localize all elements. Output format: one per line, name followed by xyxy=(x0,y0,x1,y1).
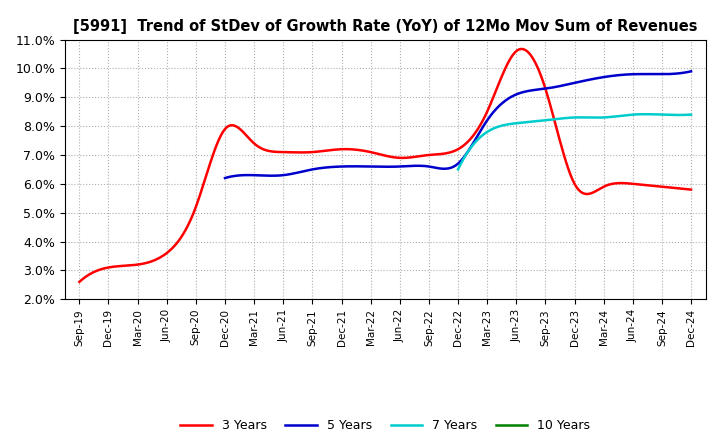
3 Years xyxy=(517,46,526,51)
7 Years xyxy=(641,112,649,117)
7 Years xyxy=(687,112,696,117)
3 Years xyxy=(75,279,84,285)
7 Years xyxy=(454,167,462,172)
3 Years xyxy=(449,149,458,154)
7 Years xyxy=(593,115,601,120)
Line: 5 Years: 5 Years xyxy=(225,71,691,178)
5 Years xyxy=(498,100,507,106)
Line: 7 Years: 7 Years xyxy=(458,114,691,169)
5 Years xyxy=(506,95,515,100)
5 Years xyxy=(222,175,231,180)
3 Years xyxy=(593,188,601,193)
7 Years xyxy=(666,112,675,117)
7 Years xyxy=(596,115,605,120)
3 Years xyxy=(631,181,640,187)
7 Years xyxy=(651,112,660,117)
3 Years xyxy=(687,187,696,192)
7 Years xyxy=(592,115,600,120)
3 Years xyxy=(437,151,446,157)
3 Years xyxy=(439,151,448,156)
Legend: 3 Years, 5 Years, 7 Years, 10 Years: 3 Years, 5 Years, 7 Years, 10 Years xyxy=(176,414,595,437)
3 Years xyxy=(77,278,86,283)
5 Years xyxy=(643,71,652,77)
5 Years xyxy=(497,102,505,107)
5 Years xyxy=(687,69,696,74)
5 Years xyxy=(613,73,622,78)
7 Years xyxy=(454,165,463,170)
Line: 3 Years: 3 Years xyxy=(79,49,691,282)
Title: [5991]  Trend of StDev of Growth Rate (YoY) of 12Mo Mov Sum of Revenues: [5991] Trend of StDev of Growth Rate (Yo… xyxy=(73,19,698,34)
5 Years xyxy=(220,176,229,181)
